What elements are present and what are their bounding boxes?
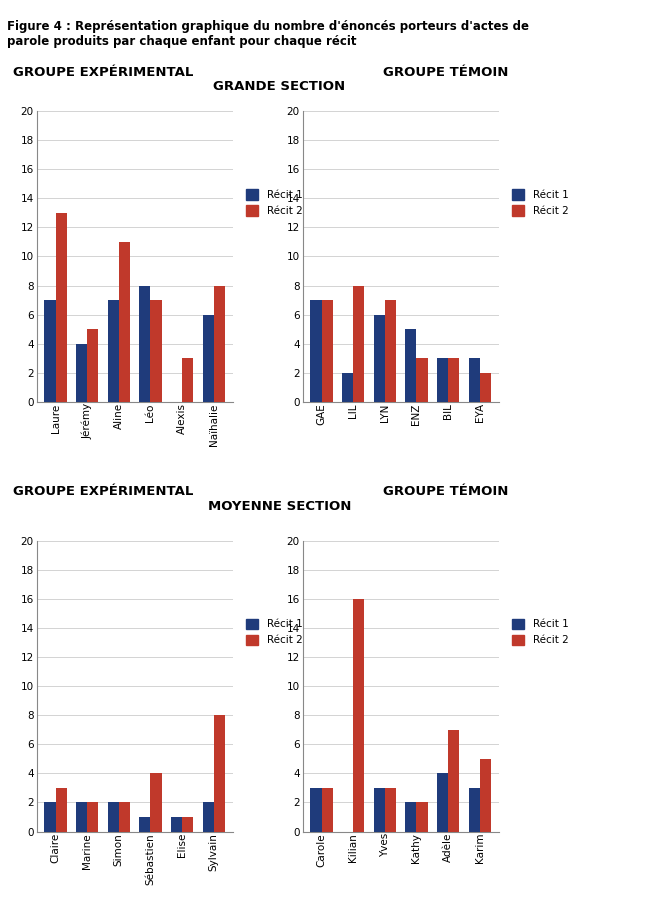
Bar bbox=[140, 817, 150, 832]
Text: GROUPE TÉMOIN: GROUPE TÉMOIN bbox=[383, 66, 508, 79]
Bar bbox=[150, 773, 162, 832]
Bar bbox=[448, 730, 460, 832]
Bar bbox=[45, 300, 56, 402]
Bar bbox=[108, 802, 119, 832]
Bar bbox=[437, 359, 448, 402]
Bar bbox=[119, 802, 130, 832]
Bar bbox=[87, 329, 98, 402]
Bar bbox=[311, 300, 322, 402]
Text: GROUPE EXPÉRIMENTAL: GROUPE EXPÉRIMENTAL bbox=[13, 66, 194, 79]
Bar bbox=[213, 286, 225, 402]
Bar bbox=[322, 788, 332, 832]
Bar bbox=[479, 373, 491, 402]
Bar bbox=[374, 788, 385, 832]
Bar bbox=[182, 817, 194, 832]
Bar bbox=[182, 359, 194, 402]
Bar bbox=[342, 373, 353, 402]
Bar bbox=[437, 773, 448, 832]
Bar bbox=[108, 300, 119, 402]
Bar bbox=[87, 802, 98, 832]
Legend: Récit 1, Récit 2: Récit 1, Récit 2 bbox=[512, 618, 569, 646]
Text: GROUPE TÉMOIN: GROUPE TÉMOIN bbox=[383, 485, 508, 498]
Bar bbox=[76, 802, 87, 832]
Bar bbox=[469, 788, 479, 832]
Text: Figure 4 : Représentation graphique du nombre d'énoncés porteurs d'actes de: Figure 4 : Représentation graphique du n… bbox=[7, 20, 529, 33]
Bar bbox=[374, 314, 385, 402]
Bar bbox=[56, 213, 66, 402]
Bar bbox=[385, 300, 396, 402]
Text: GRANDE SECTION: GRANDE SECTION bbox=[213, 80, 345, 93]
Bar bbox=[469, 359, 479, 402]
Bar bbox=[140, 286, 150, 402]
Bar bbox=[448, 359, 460, 402]
Legend: Récit 1, Récit 2: Récit 1, Récit 2 bbox=[512, 188, 569, 216]
Text: parole produits par chaque enfant pour chaque récit: parole produits par chaque enfant pour c… bbox=[7, 35, 356, 48]
Bar bbox=[353, 599, 364, 832]
Bar bbox=[311, 788, 322, 832]
Bar bbox=[406, 802, 416, 832]
Legend: Récit 1, Récit 2: Récit 1, Récit 2 bbox=[246, 618, 303, 646]
Bar bbox=[385, 788, 396, 832]
Text: GROUPE EXPÉRIMENTAL: GROUPE EXPÉRIMENTAL bbox=[13, 485, 194, 498]
Bar bbox=[150, 300, 162, 402]
Bar bbox=[406, 329, 416, 402]
Bar bbox=[479, 759, 491, 832]
Bar bbox=[213, 715, 225, 832]
Bar bbox=[171, 817, 182, 832]
Bar bbox=[322, 300, 332, 402]
Bar bbox=[119, 242, 130, 402]
Bar bbox=[45, 802, 56, 832]
Legend: Récit 1, Récit 2: Récit 1, Récit 2 bbox=[246, 188, 303, 216]
Bar bbox=[56, 788, 66, 832]
Bar bbox=[353, 286, 364, 402]
Bar bbox=[416, 359, 428, 402]
Text: MOYENNE SECTION: MOYENNE SECTION bbox=[207, 500, 351, 513]
Bar bbox=[203, 314, 213, 402]
Bar bbox=[416, 802, 428, 832]
Bar bbox=[76, 344, 87, 402]
Bar bbox=[203, 802, 213, 832]
